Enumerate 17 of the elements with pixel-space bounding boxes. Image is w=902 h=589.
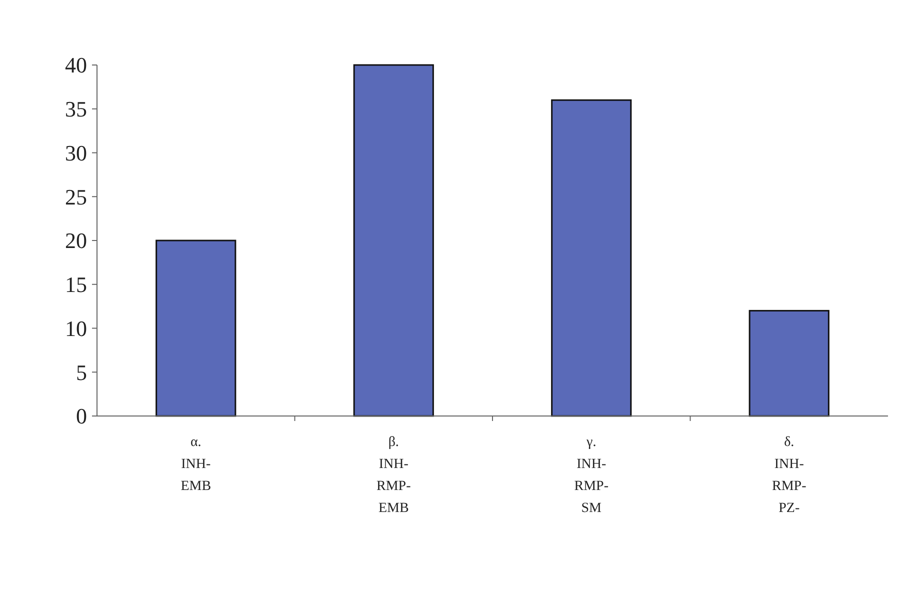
y-tick-label: 20: [65, 228, 87, 254]
x-tick-label: γ. INH- RMP- SM: [574, 435, 609, 516]
bar: [156, 240, 236, 417]
y-tick-label: 5: [76, 360, 87, 385]
bar: [353, 64, 434, 417]
y-tick-label: 15: [65, 272, 87, 298]
bar: [748, 310, 830, 417]
y-tick-label: 40: [65, 52, 87, 78]
y-tick-label: 25: [65, 184, 87, 210]
y-tick-label: 10: [65, 316, 87, 341]
y-tick-label: 35: [65, 96, 87, 122]
x-tick-label: α. INH- EMB: [180, 435, 212, 494]
y-tick-label: 0: [76, 404, 87, 429]
x-tick-label: β. INH- RMP- EMB: [376, 435, 412, 516]
x-tick-label: δ. INH- RMP- PZ-: [772, 435, 807, 516]
bar: [551, 99, 632, 417]
y-tick-label: 30: [65, 140, 87, 166]
